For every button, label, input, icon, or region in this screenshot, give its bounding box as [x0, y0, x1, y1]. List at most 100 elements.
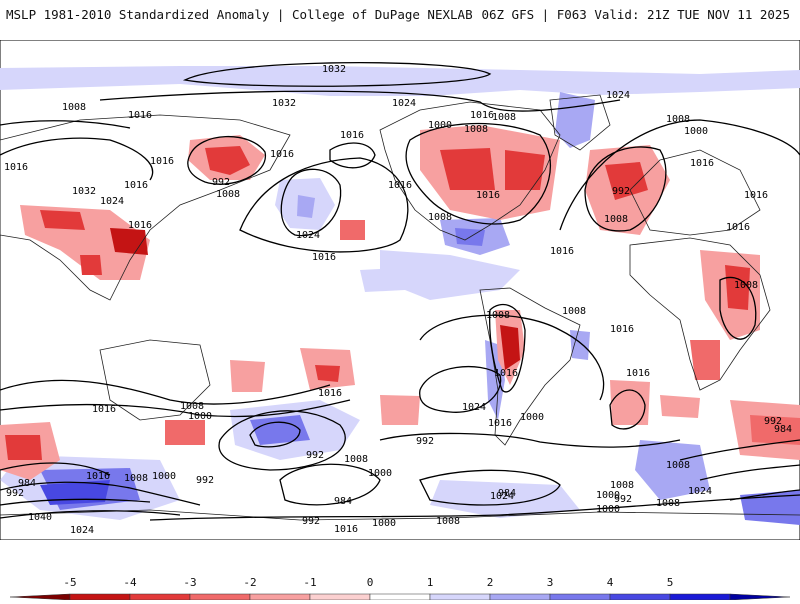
colorbar-tick-label: 1: [427, 576, 434, 589]
isobar-label: 1008: [492, 112, 516, 123]
isobar-label: 1008: [428, 212, 452, 223]
colorbar-tick-labels: -5 -4 -3 -2 -1 0 1 2 3 4 5: [63, 576, 673, 589]
isobar-label: 992: [196, 475, 214, 486]
isobar-label: 1016: [488, 418, 512, 429]
isobar-label: 1016: [270, 149, 294, 160]
isobar-label: 1016: [610, 324, 634, 335]
isobar-label: 1032: [322, 64, 346, 75]
isobar-label: 1008: [124, 473, 148, 484]
isobar-label: 992: [614, 494, 632, 505]
isobar-label: 1016: [388, 180, 412, 191]
isobar-label: 1024: [462, 402, 486, 413]
anomaly-region: [80, 255, 102, 275]
colorbar-tick-label: -1: [303, 576, 316, 589]
isobar-label: 1008: [344, 454, 368, 465]
isobar-label: 1016: [128, 110, 152, 121]
isobar-label: 1008: [464, 124, 488, 135]
isobar-label: 1008: [62, 102, 86, 113]
anomaly-region: [380, 395, 420, 425]
isobar-label: 992: [212, 177, 230, 188]
isobar-label: 1024: [490, 491, 514, 502]
anomaly-region: [315, 365, 340, 382]
colorbar-segment: [310, 594, 370, 600]
colorbar-tick-label: 0: [367, 576, 374, 589]
colorbar-tick-label: -2: [243, 576, 256, 589]
colorbar-scale: -5 -4 -3 -2 -1 0 1 2 3 4 5: [0, 570, 800, 600]
colorbar-segment: [70, 594, 130, 600]
colorbar-segment: [190, 594, 250, 600]
colorbar-segment: [370, 594, 430, 600]
colorbar-tick-label: 2: [487, 576, 494, 589]
isobar-label: 1016: [86, 471, 110, 482]
isobar-label: 1000: [372, 518, 396, 529]
isobar-label: 1000: [188, 411, 212, 422]
isobar-label: 1000: [368, 468, 392, 479]
isobar-label: 1024: [70, 525, 94, 536]
anomaly-region: [505, 150, 545, 190]
isobar-label: 1016: [476, 190, 500, 201]
isobar-label: 1016: [550, 246, 574, 257]
colorbar-segment: [10, 594, 70, 600]
isobar-label: 992: [612, 186, 630, 197]
colorbar-tick-label: -3: [183, 576, 196, 589]
isobar-label: 992: [416, 436, 434, 447]
isobar-label: 1016: [726, 222, 750, 233]
colorbar-tick-label: -4: [123, 576, 137, 589]
colorbar-tick-label: 3: [547, 576, 554, 589]
isobar-label: 1000: [152, 471, 176, 482]
isobar-label: 1016: [128, 220, 152, 231]
colorbar-tick-label: 4: [607, 576, 614, 589]
isobar-label: 1032: [72, 186, 96, 197]
isobar-label: 1008: [734, 280, 758, 291]
anomaly-region: [40, 210, 85, 230]
map-title: MSLP 1981-2010 Standardized Anomaly | Co…: [6, 7, 473, 22]
anomaly-region: [230, 360, 265, 392]
isobar-label: 992: [6, 488, 24, 499]
model-run-info: 06Z GFS | F063 Valid: 21Z TUE NOV 11 202…: [481, 7, 790, 22]
isobar-label: 1040: [28, 512, 52, 523]
isobar-label: 1016: [470, 110, 494, 121]
colorbar-segment: [130, 594, 190, 600]
isobar-label: 1024: [100, 196, 124, 207]
anomaly-region: [165, 420, 205, 445]
isobar-label: 1000: [684, 126, 708, 137]
isobar-label: 1008: [216, 189, 240, 200]
isobar-label: 1016: [4, 162, 28, 173]
isobar-label: 992: [302, 516, 320, 527]
colorbar-segment: [430, 594, 490, 600]
anomaly-region: [5, 435, 42, 460]
isobar-label: 1008: [562, 306, 586, 317]
isobar-label: 1016: [124, 180, 148, 191]
isobar-label: 1000: [428, 120, 452, 131]
isobar-label: 1016: [626, 368, 650, 379]
isobar-label: 1008: [666, 114, 690, 125]
isobar-label: 1024: [688, 486, 712, 497]
isobar-label: 1016: [318, 388, 342, 399]
header: MSLP 1981-2010 Standardized Anomaly | Co…: [0, 0, 800, 30]
isobar-label: 1024: [296, 230, 320, 241]
colorbar-segment: [490, 594, 550, 600]
colorbar-segment: [730, 594, 790, 600]
isobar-label: 1016: [312, 252, 336, 263]
isobar-label: 992: [306, 450, 324, 461]
isobar-label: 1024: [606, 90, 630, 101]
isobar-label: 1000: [520, 412, 544, 423]
isobar-label: 1016: [690, 158, 714, 169]
isobar-label: 1008: [486, 310, 510, 321]
isobar-label: 1016: [744, 190, 768, 201]
colorbar-segment: [610, 594, 670, 600]
isobar-label: 1016: [340, 130, 364, 141]
colorbar-segments: [10, 594, 790, 600]
isobar-label: 1016: [92, 404, 116, 415]
map-panel: 1032 1032 1008 1016 1024 1024 1016 1016 …: [0, 40, 800, 540]
anomaly-region: [250, 415, 310, 445]
colorbar-tick-label: -5: [63, 576, 76, 589]
anomaly-region: [660, 395, 700, 418]
anomaly-map: 1032 1032 1008 1016 1024 1024 1016 1016 …: [0, 40, 800, 540]
anomaly-region: [340, 220, 365, 240]
isobar-label: 1016: [334, 524, 358, 535]
anomaly-region: [360, 268, 405, 292]
colorbar-segment: [550, 594, 610, 600]
isobar-label: 992: [764, 416, 782, 427]
isobar-label: 984: [334, 496, 352, 507]
